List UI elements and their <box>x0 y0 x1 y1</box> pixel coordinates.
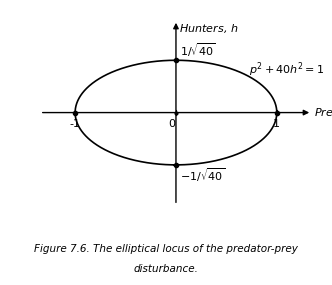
Text: Hunters, $h$: Hunters, $h$ <box>179 22 238 34</box>
Text: Figure 7.6. The elliptical locus of the predator-prey: Figure 7.6. The elliptical locus of the … <box>34 244 298 254</box>
Text: $-1/\sqrt{40}$: $-1/\sqrt{40}$ <box>180 166 225 184</box>
Text: Prey, $p$: Prey, $p$ <box>314 105 332 120</box>
Text: disturbance.: disturbance. <box>133 264 199 274</box>
Text: 1: 1 <box>273 119 280 129</box>
Text: $1/\sqrt{40}$: $1/\sqrt{40}$ <box>180 41 216 59</box>
Text: $p^2 + 40h^2 = 1$: $p^2 + 40h^2 = 1$ <box>249 60 324 79</box>
Text: -1: -1 <box>70 119 81 129</box>
Text: 0: 0 <box>168 119 175 129</box>
